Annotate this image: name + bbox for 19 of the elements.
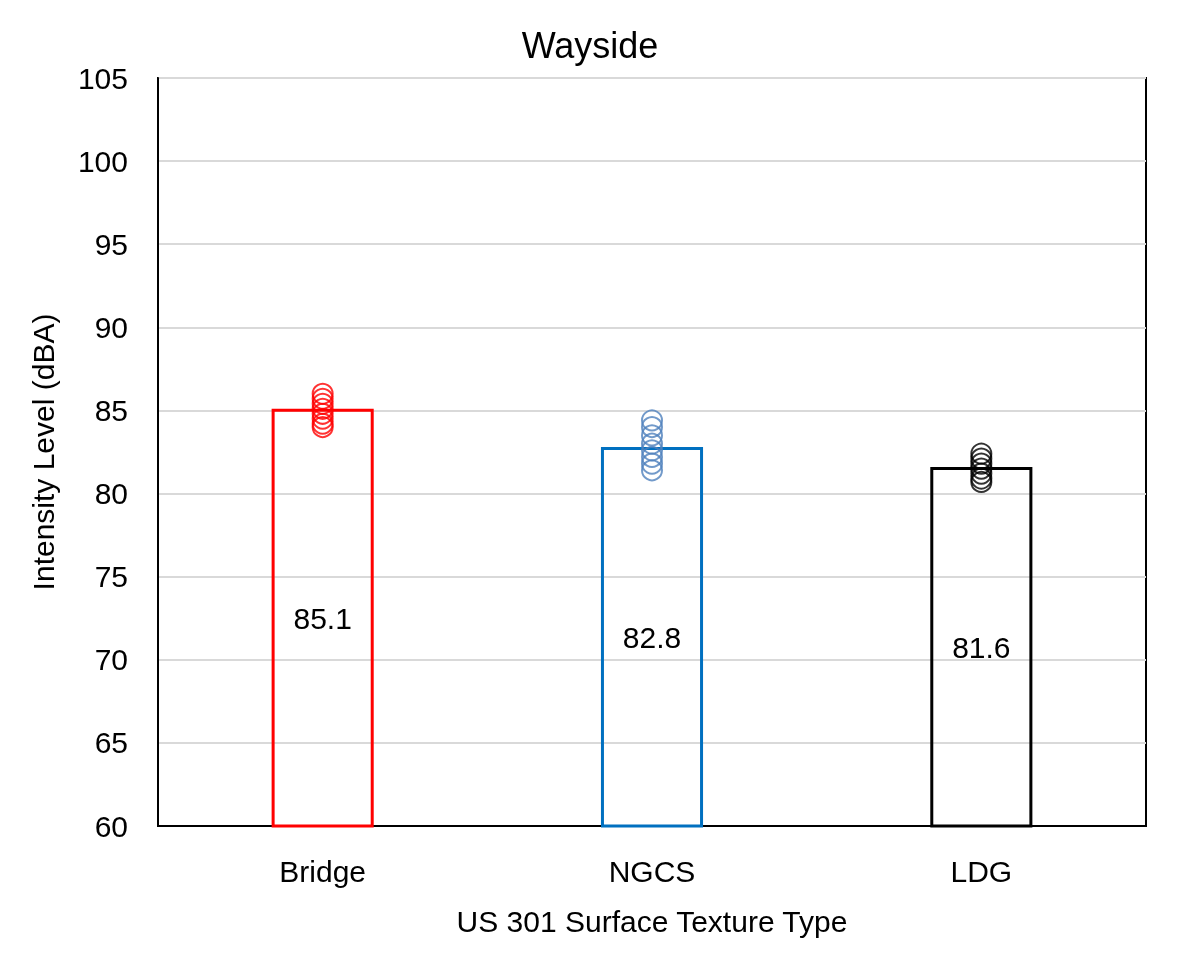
y-tick-label: 95 (94, 227, 128, 261)
data-label: 85.1 (293, 601, 352, 635)
y-tick-label: 70 (94, 643, 128, 677)
y-tick-label: 65 (94, 726, 128, 760)
y-axis-title: Intensity Level (dBA) (26, 313, 60, 591)
x-tick-label: NGCS (608, 854, 696, 888)
y-tick-label: 60 (94, 809, 128, 843)
chart-title: Wayside (521, 24, 659, 66)
y-tick-label: 75 (94, 560, 128, 594)
data-label: 81.6 (952, 630, 1011, 664)
y-tick-label: 105 (77, 61, 128, 95)
y-tick-label: 90 (94, 310, 128, 344)
x-tick-label: Bridge (279, 854, 367, 888)
x-axis-title: US 301 Surface Texture Type (456, 904, 848, 938)
x-tick-label: LDG (950, 854, 1013, 888)
data-label: 82.8 (622, 620, 682, 654)
y-tick-label: 85 (94, 393, 128, 427)
y-tick-label: 100 (77, 144, 128, 178)
y-tick-label: 80 (94, 477, 128, 511)
